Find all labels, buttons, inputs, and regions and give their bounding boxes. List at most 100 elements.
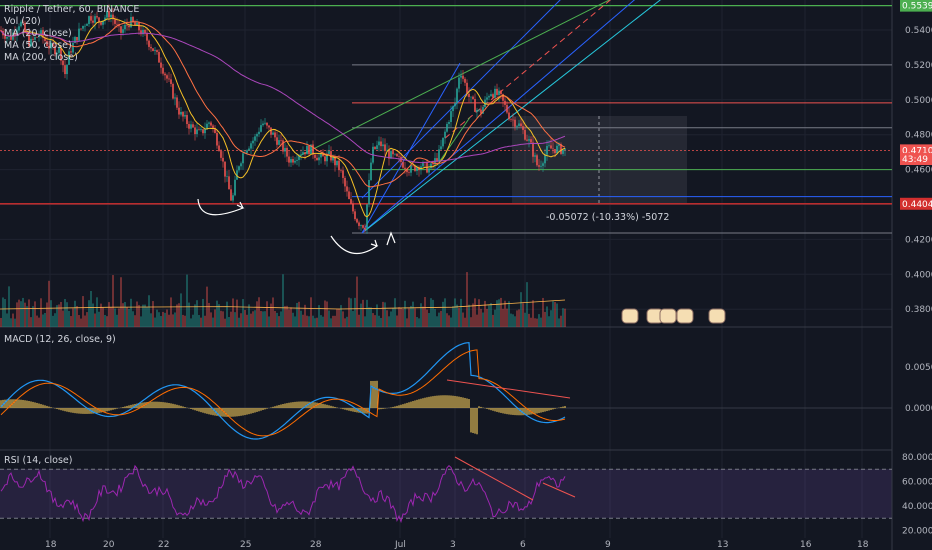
horizontal-levels[interactable]	[0, 5, 892, 234]
candle-body	[34, 37, 36, 40]
candle-body	[374, 146, 376, 150]
macd-histogram-bar	[434, 395, 436, 408]
macd-histogram-bar	[404, 403, 406, 408]
macd-histogram-bar	[98, 408, 100, 413]
macd-histogram-bar	[58, 408, 60, 410]
candle-body	[196, 129, 198, 135]
candle-body	[236, 170, 238, 180]
drawing-tools[interactable]	[299, 0, 662, 234]
volume-bar	[396, 315, 398, 327]
candle-body	[478, 109, 480, 111]
curve-arrow-2[interactable]	[330, 235, 379, 255]
curve-arrow-1[interactable]	[197, 198, 245, 216]
candle-body	[356, 219, 358, 223]
time-tick-label: 25	[240, 540, 251, 550]
candle-body	[232, 195, 234, 201]
candle-body	[528, 139, 530, 141]
macd-histogram-bar	[534, 408, 536, 414]
macd-histogram-bar	[448, 395, 450, 408]
candle-body	[338, 160, 340, 171]
candle-body	[512, 119, 514, 121]
volume-bar	[564, 308, 566, 327]
candle-body	[240, 163, 242, 167]
macd-histogram-bar	[250, 408, 252, 414]
volume-bar	[456, 304, 458, 327]
candle-body	[262, 123, 264, 126]
channel-top	[361, 62, 461, 234]
candle-body	[228, 176, 230, 190]
macd-histogram-bar	[400, 404, 402, 408]
volume-bar	[162, 311, 164, 327]
candle-body	[188, 124, 190, 129]
candle-body	[198, 129, 200, 131]
macd-histogram-bar	[452, 395, 454, 408]
volume-bar	[542, 297, 544, 327]
volume-bar	[538, 314, 540, 327]
volume-bar	[266, 301, 268, 327]
macd-histogram-bar	[364, 408, 366, 414]
legend-ma200: MA (200, close)	[4, 52, 78, 63]
macd-histogram-bar	[80, 408, 82, 414]
macd-histogram-bar	[122, 407, 124, 408]
volume-bar	[508, 301, 510, 327]
time-tick-label: 18	[45, 540, 57, 550]
macd-histogram-bar	[60, 408, 62, 411]
macd-histogram-bar	[178, 405, 180, 408]
candle-body	[498, 90, 500, 95]
macd-histogram-bar	[266, 408, 268, 409]
candlestick-series[interactable]	[0, 4, 566, 234]
macd-histogram-bar	[164, 402, 166, 408]
macd-histogram-bar	[498, 408, 500, 413]
macd-histogram-bar	[424, 397, 426, 408]
volume-bar	[238, 317, 240, 327]
candle-body	[90, 16, 92, 21]
macd-histogram-bar	[412, 401, 414, 408]
macd-histogram-bar	[512, 408, 514, 415]
volume-bar	[90, 290, 92, 327]
volume-bar	[136, 301, 138, 327]
candle-body	[154, 50, 156, 51]
candle-body	[516, 125, 518, 127]
macd-histogram-bar	[362, 408, 364, 414]
rsi-band	[0, 469, 892, 518]
candle-body	[414, 165, 416, 171]
candle-body	[430, 163, 432, 169]
volume-bar	[0, 317, 2, 327]
macd-histogram-bar	[564, 406, 566, 408]
volume-bar	[216, 300, 218, 327]
macd-histogram-bar	[396, 405, 398, 408]
volume-bar	[306, 315, 308, 327]
macd-histogram-bar	[180, 405, 182, 408]
candle-body	[302, 152, 304, 155]
volume-bar	[422, 306, 424, 327]
macd-histogram-bar	[44, 405, 46, 408]
candle-body	[326, 153, 328, 162]
candle-body	[68, 51, 70, 65]
candle-body	[502, 94, 504, 101]
event-markers[interactable]	[621, 308, 726, 324]
volume-bar	[512, 314, 514, 327]
candle-body	[404, 167, 406, 170]
volume-bar	[336, 309, 338, 327]
macd-histogram-bar	[0, 400, 2, 408]
volume-bar	[424, 297, 426, 327]
volume-bar	[118, 308, 120, 327]
macd-histogram-bar	[270, 407, 272, 408]
volume-bar	[364, 316, 366, 327]
macd-histogram-bar	[196, 408, 198, 411]
volume-bar	[182, 314, 184, 327]
volume-bar	[174, 312, 176, 327]
macd-histogram-bar	[410, 401, 412, 408]
volume-bar	[58, 304, 60, 327]
candle-body	[554, 149, 556, 154]
candle-body	[462, 75, 464, 79]
macd-histogram-bar	[262, 408, 264, 411]
candle-body	[398, 156, 400, 157]
macd-histogram-bar	[390, 407, 392, 408]
candle-body	[88, 16, 90, 25]
macd-histogram-bar	[280, 404, 282, 408]
candle-body	[448, 122, 450, 124]
volume-bar	[274, 310, 276, 327]
candle-body	[212, 125, 214, 129]
